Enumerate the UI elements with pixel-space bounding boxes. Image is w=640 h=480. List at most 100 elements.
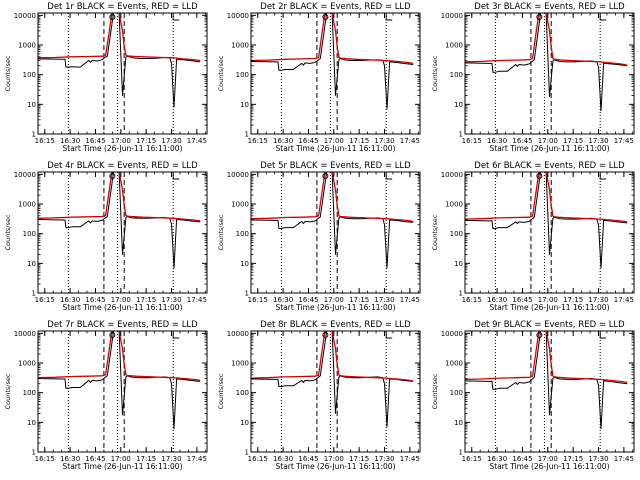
panel-title: Det 8r BLACK = Events, RED = LLD (260, 320, 411, 330)
x-tick-label: 17:00 (538, 455, 558, 463)
panel-title: Det 3r BLACK = Events, RED = LLD (474, 2, 625, 12)
x-tick-label: 17:15 (136, 137, 156, 145)
y-tick-label: 1000 (445, 42, 463, 50)
x-tick-label: 17:30 (374, 137, 394, 145)
x-tick-label: 16:15 (462, 137, 482, 145)
x-tick-label: 17:30 (588, 455, 608, 463)
x-axis-label: Start Time (26-Jun-11 16:11:00) (276, 144, 396, 153)
x-tick-label: 17:15 (136, 455, 156, 463)
y-tick-label: 10 (454, 260, 463, 268)
x-tick-label: 17:15 (349, 296, 369, 304)
x-tick-label: 16:45 (298, 137, 318, 145)
x-tick-label: 17:30 (374, 455, 394, 463)
x-tick-label: 17:30 (161, 137, 181, 145)
x-axis-label: Start Time (26-Jun-11 16:11:00) (490, 462, 610, 471)
detector-panel-5: Det 5r BLACK = Events, RED = LLD 1 10 100 10… (217, 161, 421, 312)
y-tick-label: 1 (459, 449, 463, 457)
plot-frame (250, 330, 421, 453)
y-tick-label: 100 (236, 71, 249, 79)
x-tick-label: 16:15 (248, 455, 268, 463)
x-tick-label: 17:00 (111, 137, 131, 145)
y-tick-label: 1000 (445, 201, 463, 209)
y-axis-label: Counts/sec (217, 214, 225, 250)
y-tick-label: 10 (454, 101, 463, 109)
bracket-marker (172, 14, 180, 21)
x-tick-label: 17:15 (563, 296, 583, 304)
events-series-line (38, 172, 201, 269)
y-axis-label: Counts/sec (431, 373, 439, 409)
x-tick-label: 16:45 (85, 455, 105, 463)
panel-series-group (38, 13, 201, 108)
events-series-line (251, 13, 414, 110)
panel-series-group (251, 331, 414, 428)
detector-panel-6: Det 6r BLACK = Events, RED = LLD 1 10 100 10… (431, 161, 635, 312)
y-tick-label: 100 (23, 71, 36, 79)
y-tick-label: 100 (236, 389, 249, 397)
plot-frame (37, 330, 208, 453)
y-tick-label: 10 (240, 101, 249, 109)
y-tick-label: 100 (23, 230, 36, 238)
y-tick-label: 10 (240, 419, 249, 427)
y-tick-label: 100 (450, 71, 463, 79)
x-tick-label: 17:45 (614, 137, 634, 145)
detector-panel-2: Det 2r BLACK = Events, RED = LLD 1 10 100 10… (217, 2, 421, 153)
y-tick-label: 1000 (231, 42, 249, 50)
events-series-line (38, 13, 201, 108)
x-tick-label: 16:30 (60, 296, 80, 304)
x-tick-label: 17:15 (563, 137, 583, 145)
lld-series-line (38, 172, 201, 222)
y-tick-label: 10000 (14, 171, 36, 179)
x-axis-label: Start Time (26-Jun-11 16:11:00) (63, 462, 183, 471)
lld-series-line (38, 13, 201, 62)
lld-series-line (251, 13, 414, 65)
y-tick-label: 10 (240, 260, 249, 268)
y-tick-label: 1000 (231, 201, 249, 209)
x-tick-label: 17:15 (349, 137, 369, 145)
y-tick-label: 10 (27, 101, 36, 109)
x-tick-label: 17:45 (400, 455, 420, 463)
x-tick-label: 16:45 (85, 296, 105, 304)
events-series-line (465, 13, 628, 112)
y-tick-label: 1000 (445, 360, 463, 368)
panel-series-group (465, 331, 628, 430)
panel-series-group (465, 172, 628, 269)
x-tick-label: 16:30 (60, 137, 80, 145)
y-tick-label: 100 (236, 230, 249, 238)
plot-frame (250, 171, 421, 294)
x-tick-label: 16:45 (85, 137, 105, 145)
x-tick-label: 17:30 (588, 137, 608, 145)
events-series-line (465, 331, 628, 430)
panel-series-group (38, 331, 201, 430)
x-tick-label: 16:15 (35, 455, 55, 463)
x-tick-label: 16:15 (35, 296, 55, 304)
plot-frame (464, 171, 635, 294)
x-tick-label: 17:00 (111, 455, 131, 463)
x-tick-label: 17:00 (324, 455, 344, 463)
x-tick-label: 17:45 (187, 137, 207, 145)
x-tick-label: 17:30 (588, 296, 608, 304)
x-tick-label: 17:15 (349, 455, 369, 463)
x-axis-label: Start Time (26-Jun-11 16:11:00) (490, 303, 610, 312)
bracket-marker (172, 332, 180, 339)
x-tick-label: 16:45 (512, 455, 532, 463)
x-tick-label: 16:45 (298, 296, 318, 304)
panel-title: Det 5r BLACK = Events, RED = LLD (260, 161, 411, 171)
x-axis-label: Start Time (26-Jun-11 16:11:00) (63, 303, 183, 312)
x-tick-label: 17:00 (324, 137, 344, 145)
detector-panel-9: Det 9r BLACK = Events, RED = LLD 1 10 100 10… (431, 320, 635, 471)
x-tick-label: 17:30 (374, 296, 394, 304)
x-tick-label: 16:30 (487, 137, 507, 145)
detector-panel-7: Det 7r BLACK = Events, RED = LLD 1 10 100 10… (4, 320, 208, 471)
x-axis-label: Start Time (26-Jun-11 16:11:00) (276, 303, 396, 312)
events-series-line (251, 331, 414, 428)
detector-panel-4: Det 4r BLACK = Events, RED = LLD 1 10 100 10… (4, 161, 208, 312)
x-tick-label: 16:15 (462, 296, 482, 304)
bracket-marker (599, 332, 607, 339)
y-axis-label: Counts/sec (217, 55, 225, 91)
y-tick-label: 1 (459, 131, 463, 139)
y-tick-label: 10000 (14, 330, 36, 338)
x-tick-label: 16:15 (248, 296, 268, 304)
x-tick-label: 16:15 (248, 137, 268, 145)
x-tick-label: 16:30 (273, 296, 293, 304)
panel-title: Det 2r BLACK = Events, RED = LLD (260, 2, 411, 12)
